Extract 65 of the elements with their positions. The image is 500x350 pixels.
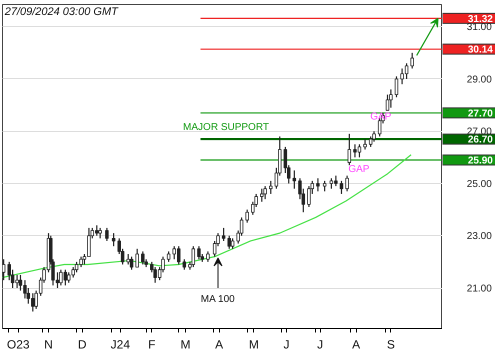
ref-line-label: 26.70 [468, 134, 494, 146]
candlestick [98, 227, 102, 239]
x-tick-label: A [215, 338, 224, 350]
candlestick [410, 52, 414, 70]
y-tick-label: 21.00 [466, 284, 492, 294]
x-tick-label: S [386, 338, 395, 350]
candlestick [263, 185, 267, 200]
ref-line-label: 27.70 [468, 108, 494, 120]
x-tick-label: J [283, 338, 290, 350]
candlestick [71, 266, 75, 278]
x-tick-label: A [352, 338, 360, 350]
candlestick [245, 209, 249, 224]
candlestick [230, 238, 234, 250]
annotation: 27/09/2024 03:00 GMT [4, 6, 120, 18]
candlestick [197, 246, 201, 260]
candlestick [394, 76, 398, 98]
y-tick-label: 25.00 [466, 178, 492, 190]
candlestick [348, 133, 352, 166]
x-tick-label: D [78, 338, 87, 350]
candlestick [269, 180, 273, 195]
candlestick [141, 250, 145, 266]
annotation: MAJOR SUPPORT [183, 122, 269, 134]
candlestick [166, 250, 170, 262]
candlestick [105, 227, 109, 242]
x-tick-label: M [248, 338, 259, 350]
x-tick-label: N [44, 338, 53, 350]
x-tick-label: J [317, 338, 324, 350]
ref-line-label: 25.90 [468, 155, 494, 166]
candlestick [206, 250, 210, 262]
candlestick [79, 256, 83, 268]
candlestick [222, 227, 226, 242]
x-tick-label: M [180, 338, 190, 350]
x-tick-label: O23 [6, 338, 30, 350]
y-tick-label: 29.00 [466, 74, 492, 86]
candlestick [389, 88, 393, 108]
candlestick [192, 246, 196, 268]
y-tick-label: 31.00 [466, 22, 492, 34]
candlestick [404, 62, 408, 80]
x-tick-label: J24 [110, 338, 130, 350]
x-tick-label: F [148, 338, 156, 350]
ref-line-label: 31.32 [468, 14, 494, 25]
candlestick [260, 188, 264, 202]
ref-line-label: 30.14 [468, 44, 494, 56]
candlestick [182, 258, 186, 270]
candlestick [340, 180, 344, 195]
candlestick [126, 253, 130, 266]
candlestick [322, 180, 326, 192]
candlestick [330, 178, 334, 190]
annotation: MA 100 [200, 294, 236, 306]
y-tick-label: 23.00 [466, 231, 492, 242]
candlestick [112, 232, 116, 247]
candlestick [135, 248, 139, 268]
candlestick [130, 256, 134, 270]
candlestick [292, 170, 296, 190]
annotation: GAP [348, 164, 370, 176]
candlestick [59, 269, 63, 286]
candlestick [353, 144, 357, 158]
candlestick [345, 175, 349, 192]
candlestick [176, 246, 180, 266]
candlestick [227, 235, 231, 250]
candlestick [2, 258, 6, 281]
candlestick [316, 178, 320, 192]
candlestick [18, 274, 22, 292]
candlestick [307, 185, 311, 208]
candlestick [363, 138, 367, 150]
